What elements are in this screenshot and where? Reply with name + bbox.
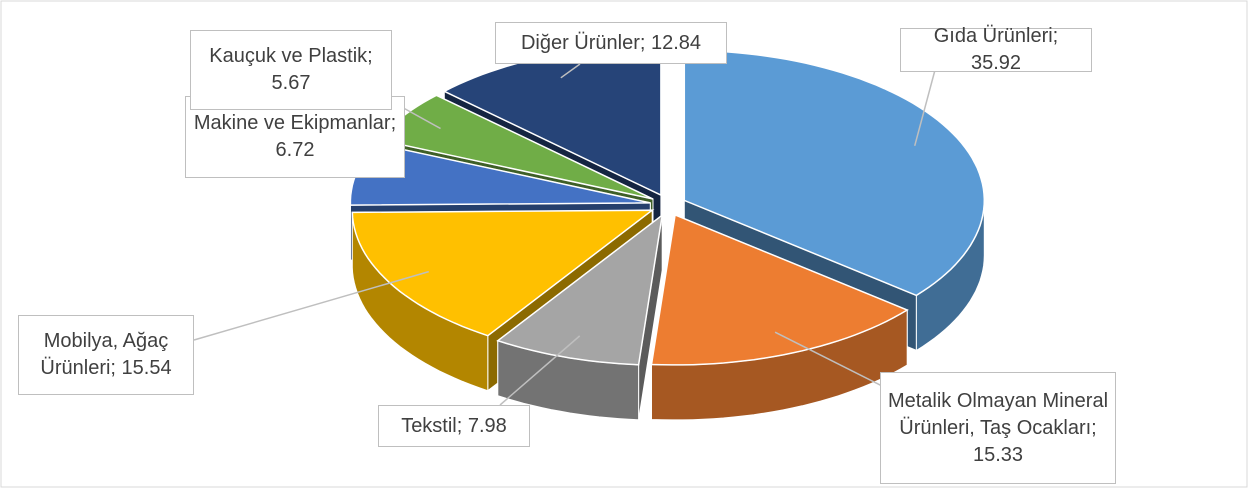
leader-line: [560, 63, 581, 79]
slice: [496, 213, 664, 366]
leader-line: [193, 270, 429, 341]
data-label: Kauçuk ve Plastik; 5.67: [190, 30, 392, 110]
leader-line: [774, 331, 901, 396]
data-label: Diğer Ürünler; 12.84: [495, 22, 727, 64]
data-label: Tekstil; 7.98: [378, 405, 530, 447]
slice: [650, 213, 909, 366]
leader-line: [914, 69, 936, 146]
data-label: Gıda Ürünleri; 35.92: [900, 25, 1092, 74]
data-label: Metalik Olmayan Mineral Ürünleri, Taş Oc…: [880, 372, 1116, 484]
leader-line: [499, 335, 581, 406]
data-label: Mobilya, Ağaç Ürünleri; 15.54: [18, 315, 194, 395]
slice: [683, 49, 986, 297]
